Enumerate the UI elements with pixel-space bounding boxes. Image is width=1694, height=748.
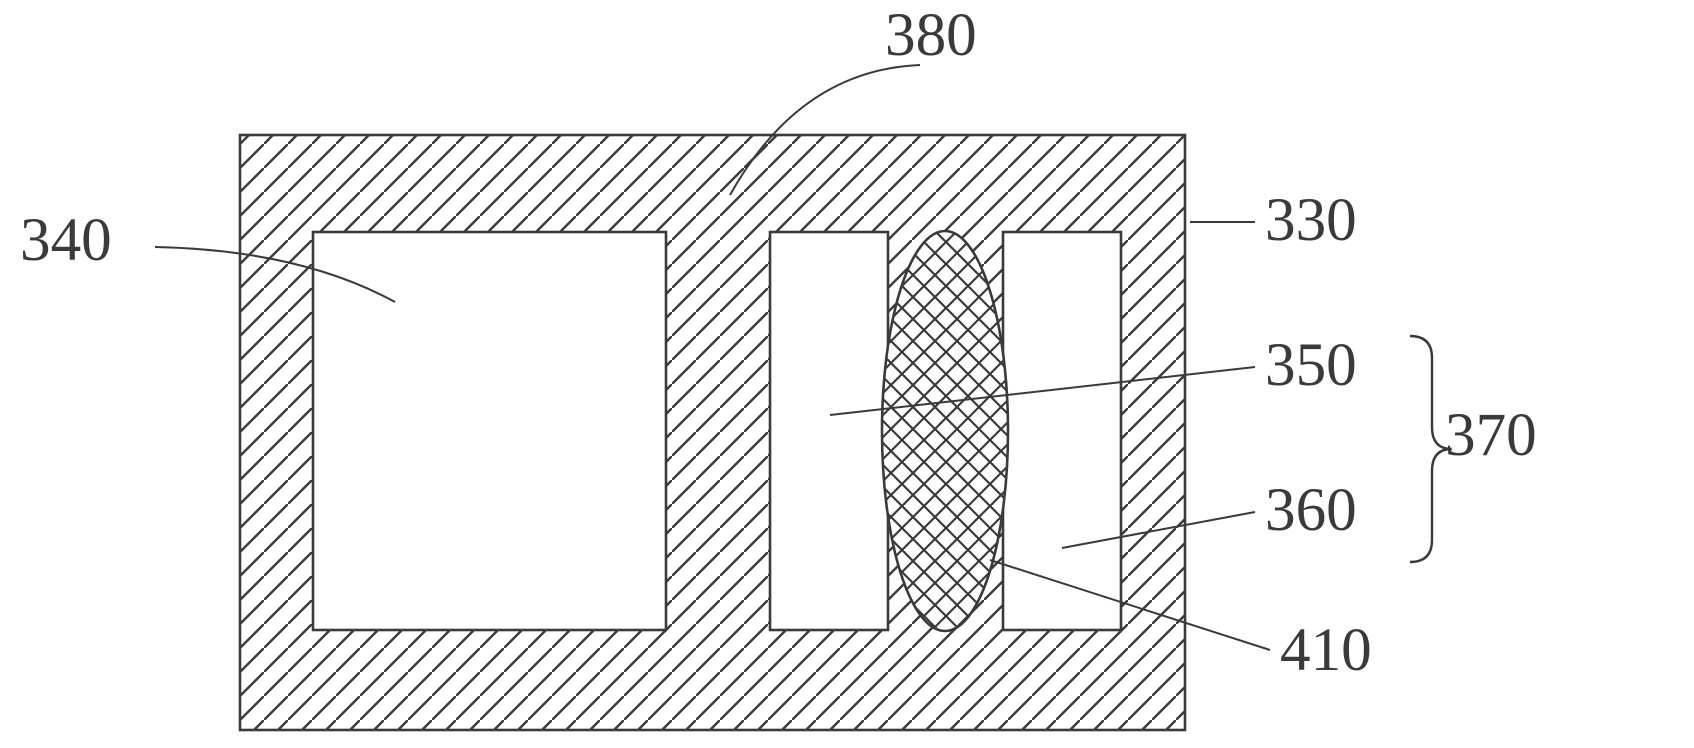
schematic-diagram: 380 330 340 350 360 370 410: [0, 0, 1694, 748]
label-330: 330: [1265, 186, 1357, 254]
hatched-body: [0, 0, 1694, 748]
region-410: [882, 231, 1008, 631]
label-340: 340: [20, 206, 112, 274]
label-360: 360: [1265, 476, 1357, 544]
label-380: 380: [885, 1, 977, 69]
label-350: 350: [1265, 331, 1357, 399]
label-410: 410: [1280, 616, 1372, 684]
label-370: 370: [1445, 401, 1537, 469]
